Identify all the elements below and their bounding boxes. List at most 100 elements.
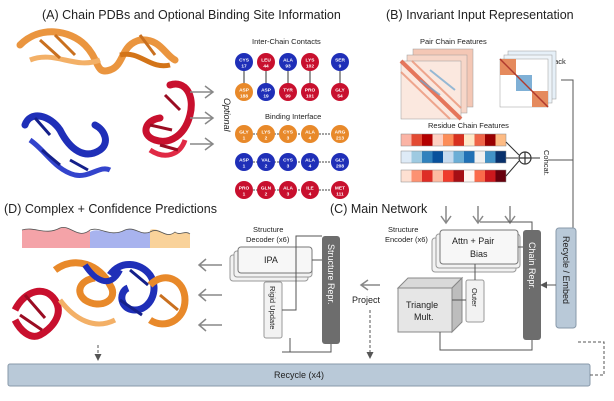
residue-feature-cell xyxy=(495,170,506,182)
residue-feature-cell xyxy=(485,134,496,146)
interface-bead-residue: GLY xyxy=(335,158,345,164)
outer-label: Outer xyxy=(470,288,479,307)
residue-feature-cell xyxy=(453,151,464,163)
encoder-label-1: Structure xyxy=(388,225,418,234)
optional-label: Optional xyxy=(222,98,232,133)
residue-feature-cell xyxy=(443,151,454,163)
residue-feature-cell xyxy=(411,134,422,146)
residue-feature-cell xyxy=(422,151,433,163)
interface-bead-number: 4 xyxy=(309,192,312,198)
residue-feature-cell xyxy=(464,151,475,163)
contact-top-bead xyxy=(279,53,297,71)
recycle-label: Recycle (x4) xyxy=(274,370,324,380)
interface-bead-residue: LYS xyxy=(262,130,272,136)
rigid-update-label: Rigid Update xyxy=(268,286,277,329)
residue-feature-cell xyxy=(432,134,443,146)
interface-bead xyxy=(257,125,275,143)
contact-bottom-bead xyxy=(235,83,253,101)
contact-top-bead xyxy=(331,53,349,71)
interface-bead-residue: GLN xyxy=(261,186,272,192)
decoder-label-2: Decoder (x6) xyxy=(246,235,290,244)
residue-chain-features-label: Residue Chain Features xyxy=(428,121,509,130)
interface-bead xyxy=(235,125,253,143)
residue-feature-cell xyxy=(401,134,412,146)
triangle-label-1: Triangle xyxy=(406,300,438,310)
interface-bead xyxy=(331,181,349,199)
pair-chain-features-label: Pair Chain Features xyxy=(420,37,487,46)
interface-bead-residue: ALA xyxy=(305,158,315,164)
recycle-return-dashed xyxy=(576,341,605,376)
project-arrow xyxy=(359,279,380,291)
interface-bead-number: 1 xyxy=(243,136,246,142)
protein-chains-illustration xyxy=(16,28,195,178)
structure-repr-label: Structure Repr. xyxy=(326,244,336,305)
residue-feature-cell xyxy=(411,170,422,182)
project-label: Project xyxy=(352,295,381,305)
interface-bead-number: 4 xyxy=(309,136,312,142)
contact-top-bead xyxy=(235,53,253,71)
interface-bead-number: 2 xyxy=(265,136,268,142)
contact-top-bead-residue: LEU xyxy=(261,58,271,64)
interface-bead-number: 1 xyxy=(243,192,246,198)
contact-top-bead-number: 102 xyxy=(306,64,314,70)
interface-bead-number: 1 xyxy=(243,164,246,170)
interface-bead-number: 2 xyxy=(265,192,268,198)
residue-feature-cell xyxy=(411,151,422,163)
decoder-connectors xyxy=(282,235,332,353)
ipa-label: IPA xyxy=(264,255,278,265)
interface-bead-residue: ALA xyxy=(305,130,315,136)
chain-repr-box xyxy=(523,230,541,340)
interface-bead-number: 111 xyxy=(336,192,344,198)
interface-bead-number: 2 xyxy=(265,164,268,170)
triangle-label-2: Mult. xyxy=(414,312,434,322)
panel-c-title: (C) Main Network xyxy=(330,202,428,216)
residue-feature-strip xyxy=(400,133,507,147)
contact-top-bead-number: 9 xyxy=(339,64,342,70)
inter-chain-contacts: CYS17LEU44ALA93LYS102SER9ASP188ASP19TYR9… xyxy=(235,53,349,101)
binding-interface: GLY1LYS2CYS3ALA4ARG213ASP1VAL2CYS3ALA4GL… xyxy=(235,125,349,199)
panel-a-title: (A) Chain PDBs and Optional Binding Site… xyxy=(42,8,341,22)
contact-bottom-bead-number: 19 xyxy=(263,94,269,100)
residue-feature-cell xyxy=(474,170,485,182)
down-arrows xyxy=(440,206,516,225)
contact-top-bead xyxy=(301,53,319,71)
interface-bead xyxy=(279,153,297,171)
contact-bottom-bead-residue: PRO xyxy=(305,88,316,94)
contact-bottom-bead-number: 188 xyxy=(240,94,248,100)
triangle-mult-cube xyxy=(396,276,464,334)
contact-bottom-bead-number: 101 xyxy=(306,94,314,100)
residue-feature-cell xyxy=(422,170,433,182)
chain-repr-label: Chain Repr. xyxy=(527,242,537,290)
attn-label-1: Attn + Pair xyxy=(452,236,494,246)
residue-feature-cell xyxy=(453,134,464,146)
contact-bottom-bead-residue: GLY xyxy=(335,88,345,94)
interface-bead xyxy=(301,153,319,171)
contact-bottom-bead-number: 54 xyxy=(337,94,343,100)
contact-bottom-bead xyxy=(301,83,319,101)
binding-interface-label: Binding Interface xyxy=(265,112,321,121)
residue-feature-cell xyxy=(443,170,454,182)
interface-bead-residue: VAL xyxy=(261,158,270,164)
residue-feature-cell xyxy=(485,151,496,163)
interface-bead xyxy=(301,125,319,143)
interface-bead-number: 4 xyxy=(309,164,312,170)
interface-bead xyxy=(331,153,349,171)
interface-bead-residue: CYS xyxy=(283,158,294,164)
contact-top-bead-residue: LYS xyxy=(306,58,316,64)
recycle-embed-box xyxy=(555,227,577,329)
interface-bead-number: 213 xyxy=(336,136,344,142)
interface-bead-number: 3 xyxy=(287,136,290,142)
recycle-embed-label: Recycle / Embed xyxy=(561,236,571,304)
interface-bead-residue: ASP xyxy=(239,158,250,164)
residue-feature-cell xyxy=(495,151,506,163)
residue-feature-cell xyxy=(474,151,485,163)
contact-bottom-bead-residue: TYR xyxy=(283,88,293,94)
residue-feature-cell xyxy=(495,134,506,146)
residue-feature-cell xyxy=(453,170,464,182)
concat-label: Concat. xyxy=(542,150,551,176)
interface-bead xyxy=(235,153,253,171)
residue-feature-cell xyxy=(464,170,475,182)
encoder-label-2: Encoder (x6) xyxy=(385,235,428,244)
